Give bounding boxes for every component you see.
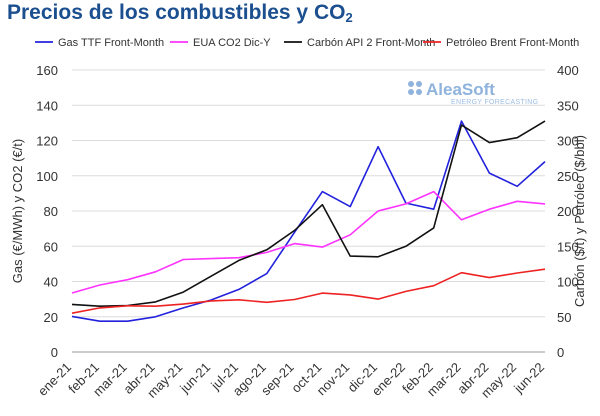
y-right-tick-label: 100	[557, 275, 579, 290]
logo-dot-3	[408, 89, 414, 95]
legend-label: Carbón API 2 Front-Month	[307, 37, 435, 49]
y-left-tick-label: 140	[36, 98, 58, 113]
y-right-tick-label: 400	[557, 63, 579, 78]
x-tick-label: jun-21	[176, 360, 213, 397]
watermark-brand: AleaSoft	[426, 80, 495, 99]
y-left-tick-label: 20	[44, 310, 58, 325]
y-left-tick-label: 160	[36, 63, 58, 78]
logo-dot-2	[416, 81, 422, 87]
watermark-tagline: ENERGY FORECASTING	[451, 99, 538, 106]
legend-label: Gas TTF Front-Month	[58, 37, 164, 49]
chart-title-text: Precios de los combustibles y CO	[7, 1, 346, 24]
y-right-tick-label: 350	[557, 98, 579, 113]
y-left-tick-label: 120	[36, 134, 58, 149]
y-right-tick-label: 200	[557, 204, 579, 219]
y-left-tick-label: 80	[44, 204, 58, 219]
x-tick-label: jun-22	[510, 360, 547, 397]
y-left-tick-label: 60	[44, 239, 58, 254]
y-right-tick-label: 250	[557, 169, 579, 184]
series-line	[71, 120, 546, 308]
logo-dot-4	[416, 89, 422, 95]
chart-title: Precios de los combustibles y CO2	[7, 1, 353, 25]
logo-dot-1	[408, 81, 414, 87]
y-left-tick-label: 100	[36, 169, 58, 184]
chart-title-subscript: 2	[345, 10, 353, 25]
watermark-logo: AleaSoft ENERGY FORECASTING	[408, 80, 538, 106]
y-left-axis-title: Gas (€/MWh) y CO2 (€/t)	[10, 139, 25, 283]
x-tick-label: ene-21	[35, 360, 74, 399]
y-right-tick-label: 50	[557, 310, 571, 325]
y-right-axis-title: Carbón ($/t) y Petróleo ($/bbl)	[572, 135, 587, 307]
series-line	[71, 268, 546, 314]
legend: Gas TTF Front-Month EUA CO2 Dic-Y Carbón A…	[35, 37, 579, 49]
series-lines	[71, 120, 546, 323]
legend-label: Petróleo Brent Front-Month	[446, 37, 579, 49]
series-line	[71, 190, 546, 294]
axes: 0 20 40 60 80 100 120 140 160 0 50 100 150 200 250 300 3…	[10, 63, 587, 401]
y-right-tick-label: 150	[557, 239, 579, 254]
y-right-tick-label: 0	[557, 345, 564, 360]
legend-label: EUA CO2 Dic-Y	[193, 37, 271, 49]
y-right-tick-label: 300	[557, 134, 579, 149]
y-left-tick-label: 40	[44, 275, 58, 290]
y-left-tick-label: 0	[51, 345, 58, 360]
series-line	[71, 120, 546, 323]
